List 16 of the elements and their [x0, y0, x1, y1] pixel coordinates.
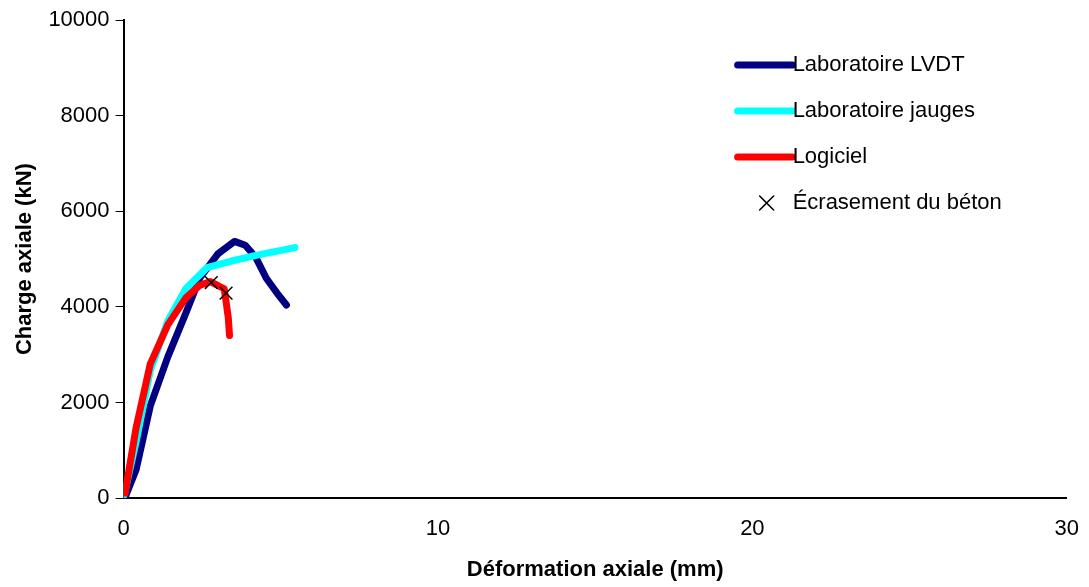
legend-label: Laboratoire jauges [792, 97, 975, 123]
x-tick-label: 10 [425, 515, 451, 541]
legend-label: Logiciel [792, 143, 868, 169]
y-tick-label: 0 [97, 484, 110, 510]
y-tick-label: 6000 [60, 197, 110, 223]
y-tick-label: 4000 [60, 292, 110, 318]
x-tick-label: 30 [1054, 515, 1080, 541]
x-tick-label: 0 [117, 515, 130, 541]
legend-label: Laboratoire LVDT [792, 51, 965, 77]
x-tick-label: 20 [740, 515, 765, 541]
y-axis-title: Charge axiale (kN) [11, 163, 37, 356]
y-tick-label: 2000 [60, 388, 110, 414]
y-tick-label: 8000 [60, 101, 110, 127]
y-tick-label: 10000 [48, 6, 110, 32]
legend-label: Écrasement du béton [792, 189, 1002, 215]
x-axis-title: Déformation axiale (mm) [466, 555, 724, 581]
